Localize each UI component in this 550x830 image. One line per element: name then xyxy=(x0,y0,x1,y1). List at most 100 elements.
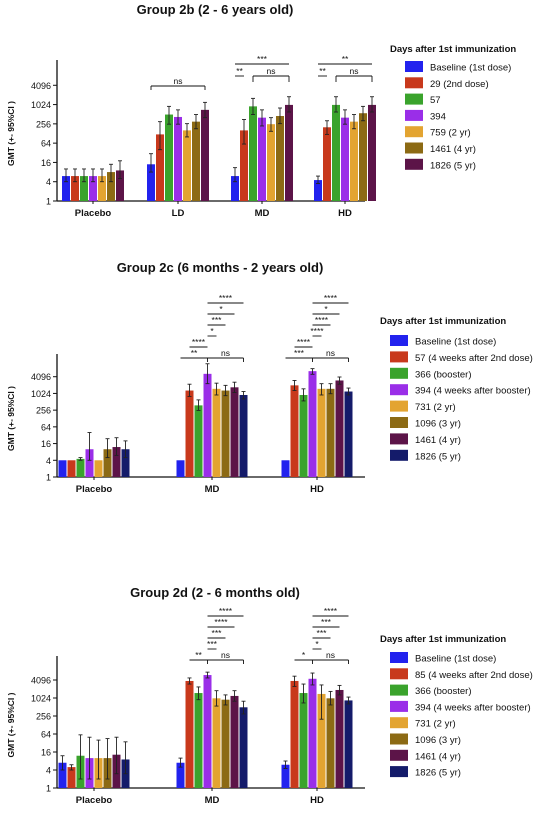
bar xyxy=(240,130,248,201)
bar xyxy=(239,394,248,477)
bar xyxy=(201,109,209,201)
bar xyxy=(116,170,124,201)
significance-label: **** xyxy=(324,606,338,616)
y-tick-label: 4 xyxy=(46,456,51,466)
bar xyxy=(341,117,349,201)
legend-swatch xyxy=(390,449,408,461)
legend-label: 1461 (4 yr) xyxy=(415,435,461,446)
bar xyxy=(76,458,85,477)
bar xyxy=(359,113,367,201)
significance-label: *** xyxy=(294,348,305,358)
legend-label: 1461 (4 yr) xyxy=(430,144,476,155)
significance-label: *** xyxy=(212,628,223,638)
bar xyxy=(249,106,257,201)
bar xyxy=(230,695,239,788)
legend-label: 731 (2 yr) xyxy=(415,402,456,413)
bar xyxy=(174,116,182,201)
legend-swatch xyxy=(390,700,408,712)
legend-label: 57 (4 weeks after 2nd dose) xyxy=(415,353,533,364)
bar xyxy=(67,460,76,477)
bar xyxy=(239,707,248,788)
bar xyxy=(335,689,344,788)
bar xyxy=(281,460,290,477)
legend-swatch xyxy=(390,384,408,396)
significance-label: *** xyxy=(207,639,218,649)
bar xyxy=(62,176,70,201)
bar xyxy=(267,124,275,201)
legend-label: 29 (2nd dose) xyxy=(430,79,489,90)
bar xyxy=(156,134,164,201)
bar xyxy=(203,675,212,788)
y-tick-label: 1 xyxy=(46,197,51,207)
legend-label: 1826 (5 yr) xyxy=(415,768,461,779)
legend-swatch xyxy=(390,766,408,778)
significance-label: ** xyxy=(319,66,326,76)
legend-label: Baseline (1st dose) xyxy=(430,63,511,74)
legend-label: 1461 (4 yr) xyxy=(415,751,461,762)
significance-label: *** xyxy=(257,54,268,64)
significance-label: **** xyxy=(324,293,338,303)
bar xyxy=(58,460,67,477)
bar xyxy=(326,698,335,788)
bar xyxy=(183,130,191,201)
bar xyxy=(112,447,121,477)
significance-label: * xyxy=(315,639,319,649)
legend-label: 1096 (3 yr) xyxy=(415,419,461,430)
significance-label: ns xyxy=(174,76,183,86)
y-tick-label: 1024 xyxy=(31,694,51,704)
bar xyxy=(335,380,344,477)
significance-label: ns xyxy=(267,66,276,76)
bar xyxy=(192,121,200,201)
significance-label: * xyxy=(210,326,214,336)
y-tick-label: 256 xyxy=(36,712,51,722)
bar xyxy=(194,693,203,788)
y-tick-label: 4 xyxy=(46,766,51,776)
y-tick-label: 64 xyxy=(41,730,51,740)
y-tick-label: 16 xyxy=(41,439,51,449)
bar xyxy=(299,394,308,477)
bar xyxy=(290,680,299,788)
y-tick-label: 1 xyxy=(46,473,51,483)
bar xyxy=(165,114,173,201)
legend-swatch xyxy=(390,367,408,379)
significance-label: *** xyxy=(321,617,332,627)
legend-label: 731 (2 yr) xyxy=(415,719,456,730)
legend-swatch xyxy=(390,652,408,663)
bar xyxy=(332,104,340,201)
legend-swatch xyxy=(405,158,423,170)
legend-label: 85 (4 weeks after 2nd dose) xyxy=(415,670,533,681)
legend-swatch xyxy=(390,733,408,745)
y-tick-label: 4096 xyxy=(31,372,51,382)
bar xyxy=(98,176,106,201)
bar xyxy=(212,388,221,477)
bar xyxy=(67,767,76,788)
y-tick-label: 1 xyxy=(46,784,51,794)
legend-swatch xyxy=(390,717,408,729)
legend-label: 57 xyxy=(430,95,441,106)
bar xyxy=(212,698,221,788)
x-tick-label: LD xyxy=(172,208,185,219)
x-tick-label: Placebo xyxy=(76,484,113,495)
legend-swatch xyxy=(405,142,423,154)
legend-swatch xyxy=(390,684,408,696)
x-tick-label: MD xyxy=(205,484,220,495)
significance-label: **** xyxy=(310,326,324,336)
legend-label: 366 (booster) xyxy=(415,369,472,380)
y-tick-label: 1024 xyxy=(31,389,51,399)
bar xyxy=(344,391,353,477)
y-tick-label: 4 xyxy=(46,177,51,187)
y-tick-label: 64 xyxy=(41,139,51,149)
chart-title: Group 2d (2 - 6 months old) xyxy=(130,585,300,600)
legend-title: Days after 1st immunization xyxy=(380,316,506,327)
legend-swatch xyxy=(390,433,408,445)
bar xyxy=(231,176,239,201)
legend-title: Days after 1st immunization xyxy=(390,44,516,55)
bar xyxy=(230,387,239,477)
significance-label: ns xyxy=(326,348,335,358)
chart-title: Group 2c (6 months - 2 years old) xyxy=(117,260,324,275)
bar xyxy=(317,388,326,477)
bar xyxy=(176,762,185,788)
significance-label: * xyxy=(302,650,306,660)
bar xyxy=(89,176,97,201)
